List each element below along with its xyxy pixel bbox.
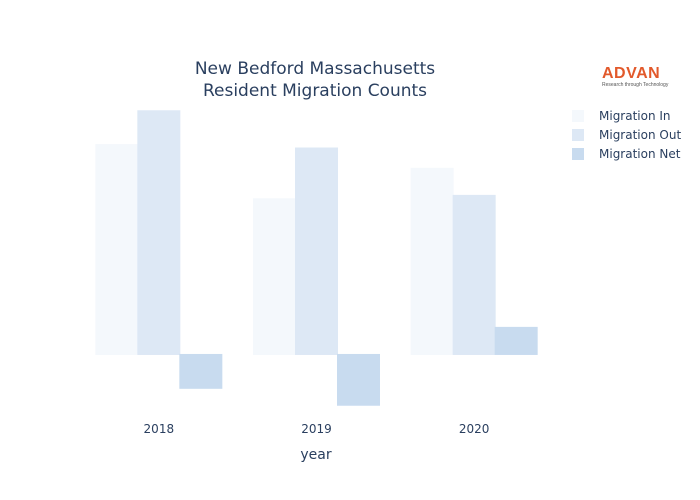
legend-label-migration-in: Migration In: [599, 108, 671, 123]
legend-swatch-migration-out: [572, 128, 584, 141]
bar-migration-net-2019[interactable]: [337, 353, 380, 406]
logo-tagline: Research through Technology: [602, 82, 669, 88]
bar-migration-out-2018[interactable]: [137, 110, 181, 355]
x-tick-label-2018: 2018: [144, 422, 175, 436]
legend-item-migration-out[interactable]: Migration Out: [572, 125, 681, 144]
logo-wordmark: ADVAN: [602, 65, 661, 82]
legend-swatch-migration-net: [572, 147, 584, 160]
bar-migration-net-2018[interactable]: [179, 353, 223, 389]
legend-swatch-migration-in: [572, 109, 584, 122]
legend-item-migration-net[interactable]: Migration Net: [572, 144, 681, 163]
bar-migration-net-2020[interactable]: [494, 326, 538, 355]
legend-item-migration-in[interactable]: Migration In: [572, 106, 681, 125]
chart-legend: Migration In Migration Out Migration Net: [572, 106, 681, 163]
bar-migration-in-2018[interactable]: [95, 144, 139, 355]
legend-label-migration-net: Migration Net: [599, 146, 681, 161]
bar-migration-out-2020[interactable]: [452, 194, 496, 355]
bar-migration-in-2020[interactable]: [410, 167, 454, 355]
x-tick-label-2020: 2020: [459, 422, 490, 436]
legend-label-migration-out: Migration Out: [599, 127, 682, 142]
chart-title: New Bedford Massachusetts Resident Migra…: [115, 58, 515, 102]
bar-migration-out-2019[interactable]: [295, 147, 338, 355]
chart-title-line-2: Resident Migration Counts: [202, 81, 428, 101]
x-tick-label-2019: 2019: [301, 422, 332, 436]
x-axis-label: year: [300, 447, 332, 463]
advan-logo: ADVAN Research through Technology: [602, 65, 672, 89]
bar-migration-in-2019[interactable]: [253, 198, 296, 355]
chart-title-line-1: New Bedford Massachusetts: [194, 59, 436, 79]
